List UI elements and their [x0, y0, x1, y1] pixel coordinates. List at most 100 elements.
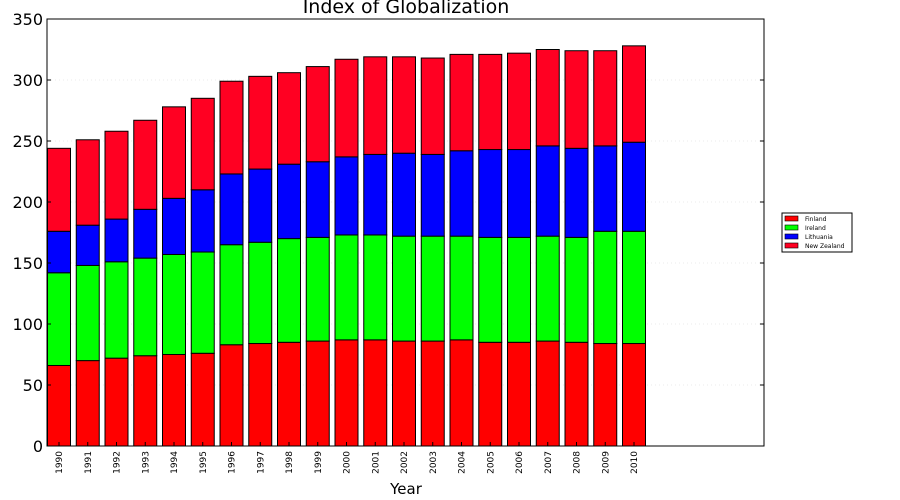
legend-swatch [784, 215, 799, 222]
bar-stack-2008 [564, 50, 589, 447]
chart-title: Index of Globalization [303, 0, 510, 18]
bar-ireland-2009 [593, 230, 618, 345]
bar-stack-1995 [190, 97, 215, 447]
bar-new-zealand-2009 [593, 50, 618, 147]
bar-stack-1992 [104, 130, 129, 447]
x-tick-label: 2006 [515, 451, 525, 474]
bar-finland-1999 [305, 340, 330, 447]
bar-stack-2002 [392, 56, 416, 447]
bar-ireland-1999 [305, 236, 330, 342]
x-tick-label: 2004 [458, 451, 468, 474]
bar-lithuania-1991 [75, 224, 100, 266]
legend-swatch [784, 242, 799, 249]
bar-finland-2002 [392, 340, 416, 447]
bar-new-zealand-2010 [622, 45, 646, 143]
bar-stack-1990 [47, 147, 71, 447]
bar-ireland-1996 [219, 244, 244, 346]
bar-new-zealand-2002 [392, 56, 416, 154]
bar-new-zealand-2007 [535, 49, 560, 147]
y-axis: 0 50 100 150 200 250 300 350 [12, 10, 764, 456]
legend-label: Ireland [805, 225, 826, 232]
bar-lithuania-2000 [334, 156, 359, 236]
bar-new-zealand-2003 [420, 57, 445, 155]
bar-ireland-1991 [75, 264, 100, 362]
bar-ireland-2007 [535, 235, 560, 342]
bar-lithuania-2008 [564, 147, 589, 238]
x-tick-label: 2005 [486, 451, 496, 474]
y-tick-label: 300 [12, 71, 43, 90]
bar-lithuania-2003 [420, 153, 445, 237]
bar-ireland-2002 [392, 235, 416, 342]
bar-finland-1994 [162, 354, 186, 447]
x-tick-label: 2008 [573, 451, 583, 474]
bar-stack-1993 [133, 119, 158, 447]
bar-stack-2004 [449, 53, 474, 447]
bar-finland-1997 [248, 343, 273, 447]
bar-new-zealand-1992 [104, 130, 129, 220]
y-tick-label: 250 [12, 132, 43, 151]
bar-ireland-1997 [248, 241, 273, 345]
bar-lithuania-2001 [363, 153, 388, 236]
bar-lithuania-1995 [190, 189, 215, 253]
y-tick-label: 150 [12, 254, 43, 273]
bars [47, 45, 646, 447]
bar-finland-2004 [449, 339, 474, 447]
bar-stack-1997 [248, 75, 273, 447]
x-tick-label: 1998 [285, 451, 295, 474]
bar-stack-1996 [219, 80, 244, 447]
bar-finland-1992 [104, 357, 129, 447]
bar-lithuania-1999 [305, 161, 330, 238]
x-tick-label: 2000 [343, 451, 353, 474]
bar-finland-2008 [564, 341, 589, 447]
y-tick-label: 200 [12, 193, 43, 212]
bar-new-zealand-2005 [478, 53, 503, 151]
bar-new-zealand-2004 [449, 53, 474, 152]
bar-stack-2007 [535, 49, 560, 447]
x-axis: 1990 1991 1992 1993 1994 1995 1996 1997 1998 1999… [55, 442, 640, 474]
bar-ireland-1998 [277, 238, 301, 343]
bar-lithuania-1996 [219, 173, 244, 246]
bar-new-zealand-1991 [75, 139, 100, 226]
bar-finland-1995 [190, 352, 215, 447]
bar-ireland-2010 [622, 230, 646, 345]
bar-finland-1998 [277, 341, 301, 447]
bar-new-zealand-1990 [47, 147, 71, 232]
bar-new-zealand-2006 [507, 52, 531, 151]
bar-stack-2005 [478, 53, 503, 447]
bar-lithuania-1992 [104, 218, 129, 263]
legend-label: Finland [805, 216, 827, 223]
bar-stack-2006 [507, 52, 531, 447]
legend-label: New Zealand [805, 243, 845, 250]
bar-ireland-2001 [363, 234, 388, 341]
bar-lithuania-1997 [248, 168, 273, 243]
bar-lithuania-2009 [593, 145, 618, 232]
x-tick-label: 1995 [199, 451, 209, 474]
legend-swatch [784, 224, 799, 231]
bar-stack-1999 [305, 66, 330, 447]
bar-finland-2007 [535, 340, 560, 447]
bar-new-zealand-1997 [248, 75, 273, 170]
x-tick-label: 2007 [544, 451, 554, 474]
y-tick-label: 0 [33, 437, 43, 456]
bar-stack-2003 [420, 57, 445, 447]
bar-ireland-1995 [190, 251, 215, 354]
bar-finland-2000 [334, 339, 359, 447]
x-tick-label: 1993 [141, 451, 151, 474]
legend-swatch [784, 233, 799, 240]
x-tick-label: 1992 [113, 451, 123, 474]
bar-ireland-2004 [449, 235, 474, 341]
y-tick-label: 50 [23, 376, 43, 395]
bar-ireland-2000 [334, 234, 359, 341]
bar-new-zealand-2000 [334, 58, 359, 158]
legend-label: Lithuania [805, 234, 833, 241]
y-tick-label: 100 [12, 315, 43, 334]
bar-new-zealand-1993 [133, 119, 158, 210]
bar-stack-2009 [593, 50, 618, 447]
x-tick-label: 2010 [630, 451, 640, 474]
bar-new-zealand-1995 [190, 97, 215, 191]
bar-finland-2006 [507, 341, 531, 447]
bar-lithuania-1993 [133, 208, 158, 259]
bar-ireland-1992 [104, 261, 129, 359]
bar-finland-1996 [219, 344, 244, 447]
